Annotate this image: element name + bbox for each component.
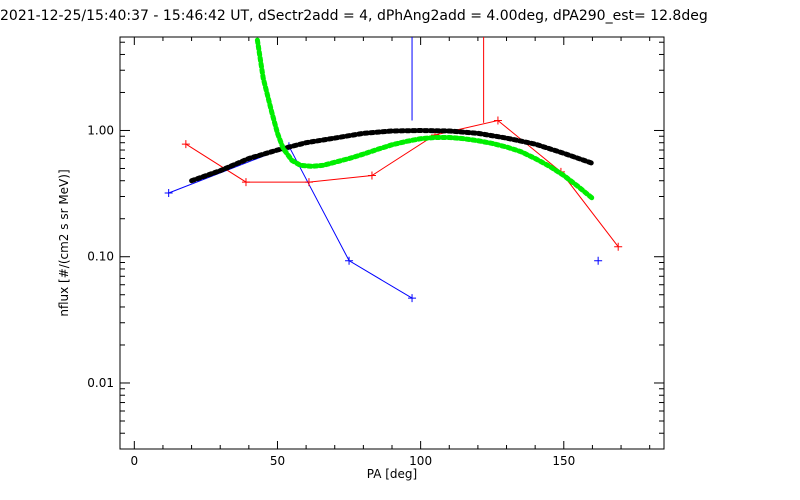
x-axis-label: PA [deg]	[367, 467, 417, 481]
axis-ticks	[120, 37, 664, 450]
x-tick-label: 0	[130, 454, 138, 468]
series-line	[185, 119, 619, 248]
series-3	[254, 37, 595, 201]
plot-frame	[119, 36, 665, 450]
data-point	[614, 242, 623, 251]
data-point	[304, 178, 313, 187]
y-axis-label: nflux [#/(cm2 s sr MeV)]	[57, 169, 71, 316]
data-point	[493, 116, 502, 125]
x-tick-label: 100	[409, 454, 432, 468]
data-point	[408, 294, 417, 303]
y-tick-label: 0.01	[87, 376, 114, 390]
x-tick-label: 50	[270, 454, 285, 468]
y-tick-label: 0.10	[87, 250, 114, 264]
data-point	[181, 140, 190, 149]
series-2	[189, 128, 595, 184]
y-tick-label: 1.00	[87, 123, 114, 137]
data-point	[164, 188, 173, 197]
data-point	[241, 178, 250, 187]
data-point	[367, 171, 376, 180]
x-tick-label: 150	[552, 454, 575, 468]
series-0	[164, 37, 603, 303]
series-dotted-curve	[254, 37, 595, 201]
data-point	[594, 256, 603, 265]
series-dotted-curve	[189, 128, 595, 184]
axis-tick-labels: 0 50 100 150 0.01 0.10 1.00	[87, 123, 575, 468]
series-layer	[164, 37, 623, 303]
chart-title: 2021-12-25/15:40:37 - 15:46:42 UT, dSect…	[0, 8, 708, 24]
data-point	[345, 256, 354, 265]
series-1	[181, 37, 623, 251]
series-line	[168, 145, 413, 299]
